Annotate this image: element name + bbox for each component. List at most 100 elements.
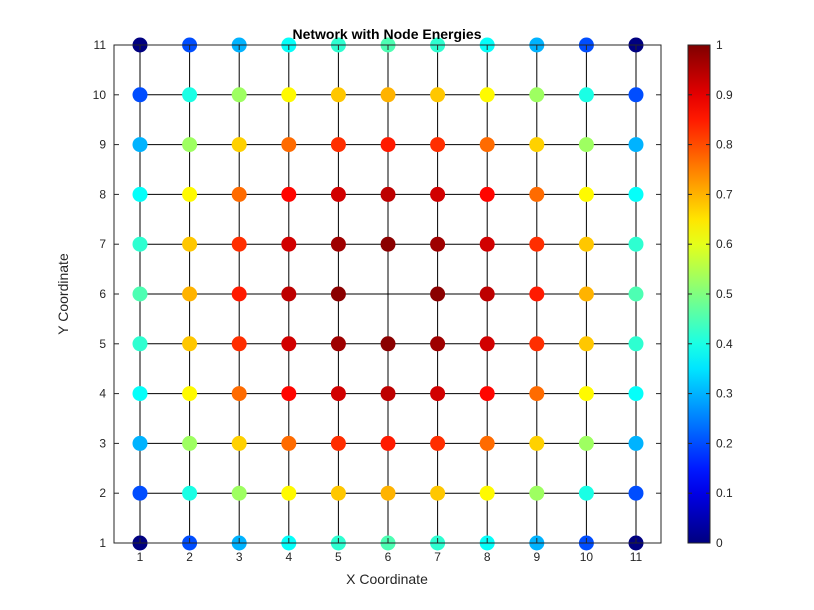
colorbar-tick-label: 0.4 <box>716 337 733 351</box>
network-node <box>182 485 198 501</box>
network-node <box>380 137 396 153</box>
network-node <box>231 87 247 103</box>
network-node <box>430 286 446 302</box>
network-node <box>479 236 495 252</box>
colorbar-tick-label: 0.3 <box>716 387 733 401</box>
x-tick-label: 10 <box>580 550 594 564</box>
colorbar-tick-label: 0.6 <box>716 237 733 251</box>
network-node <box>132 186 148 202</box>
network-node <box>578 236 594 252</box>
network-node <box>330 485 346 501</box>
network-node <box>628 286 644 302</box>
network-node <box>529 485 545 501</box>
y-tick-label: 1 <box>99 536 106 550</box>
network-node <box>479 435 495 451</box>
network-node <box>231 386 247 402</box>
x-tick-label: 9 <box>533 550 540 564</box>
network-node <box>330 386 346 402</box>
network-node <box>281 186 297 202</box>
network-node <box>182 87 198 103</box>
y-tick-label: 2 <box>99 486 106 500</box>
network-node <box>430 236 446 252</box>
network-node <box>628 87 644 103</box>
network-node <box>578 137 594 153</box>
colorbar-tick-label: 0.9 <box>716 88 733 102</box>
network-node <box>281 87 297 103</box>
network-node <box>380 435 396 451</box>
x-tick-label: 4 <box>285 550 292 564</box>
network-node <box>578 286 594 302</box>
network-node <box>231 186 247 202</box>
x-tick-label: 11 <box>630 550 643 564</box>
network-node <box>529 137 545 153</box>
network-edges <box>139 44 637 544</box>
network-node <box>281 286 297 302</box>
network-node <box>281 485 297 501</box>
network-node <box>132 286 148 302</box>
network-node <box>430 186 446 202</box>
colorbar-tick-label: 1 <box>716 38 723 52</box>
network-node <box>430 485 446 501</box>
chart-title: Network with Node Energies <box>292 26 481 42</box>
network-node <box>281 435 297 451</box>
network-node <box>182 137 198 153</box>
network-node <box>281 386 297 402</box>
network-node <box>529 336 545 352</box>
x-tick-label: 1 <box>137 550 144 564</box>
network-node <box>380 336 396 352</box>
network-node <box>380 485 396 501</box>
x-tick-label: 8 <box>484 550 491 564</box>
y-tick-label: 8 <box>99 187 106 201</box>
network-node <box>380 386 396 402</box>
y-tick-label: 7 <box>99 237 106 251</box>
network-node <box>132 485 148 501</box>
network-node <box>578 87 594 103</box>
network-node <box>430 137 446 153</box>
network-node <box>529 87 545 103</box>
network-node <box>479 485 495 501</box>
network-node <box>330 137 346 153</box>
network-node <box>330 336 346 352</box>
network-node <box>281 137 297 153</box>
network-node <box>479 186 495 202</box>
network-node <box>231 137 247 153</box>
colorbar-ticks: 0 0.1 0.2 0.3 0.4 0.5 0.6 0.7 0.8 0.9 1 <box>688 38 733 550</box>
network-node <box>231 236 247 252</box>
y-tick-label: 9 <box>99 138 106 152</box>
network-node <box>628 336 644 352</box>
network-node <box>578 186 594 202</box>
network-node <box>132 386 148 402</box>
x-tick-label: 7 <box>434 550 441 564</box>
network-node <box>430 87 446 103</box>
network-node <box>529 435 545 451</box>
network-node <box>628 485 644 501</box>
x-tick-label: 3 <box>236 550 243 564</box>
colorbar-tick-label: 0.1 <box>716 486 733 500</box>
y-axis-label: Y Coordinate <box>55 253 71 335</box>
y-tick-label: 4 <box>99 387 106 401</box>
network-node <box>132 435 148 451</box>
network-node <box>430 435 446 451</box>
network-node <box>231 485 247 501</box>
y-axis-ticks: 1 2 3 4 5 6 7 8 9 10 11 <box>93 38 661 550</box>
network-node <box>330 236 346 252</box>
network-node <box>479 87 495 103</box>
network-node <box>529 236 545 252</box>
network-node <box>578 386 594 402</box>
colorbar-tick-label: 0.2 <box>716 436 733 450</box>
y-tick-label: 6 <box>99 287 106 301</box>
network-node <box>479 336 495 352</box>
network-node <box>330 435 346 451</box>
network-node <box>628 186 644 202</box>
network-node <box>231 336 247 352</box>
network-node <box>182 236 198 252</box>
network-node <box>281 336 297 352</box>
network-node <box>330 286 346 302</box>
network-node <box>182 386 198 402</box>
colorbar-tick-label: 0 <box>716 536 723 550</box>
x-tick-label: 5 <box>335 550 342 564</box>
y-tick-label: 5 <box>99 337 106 351</box>
network-node <box>628 435 644 451</box>
network-node <box>578 485 594 501</box>
